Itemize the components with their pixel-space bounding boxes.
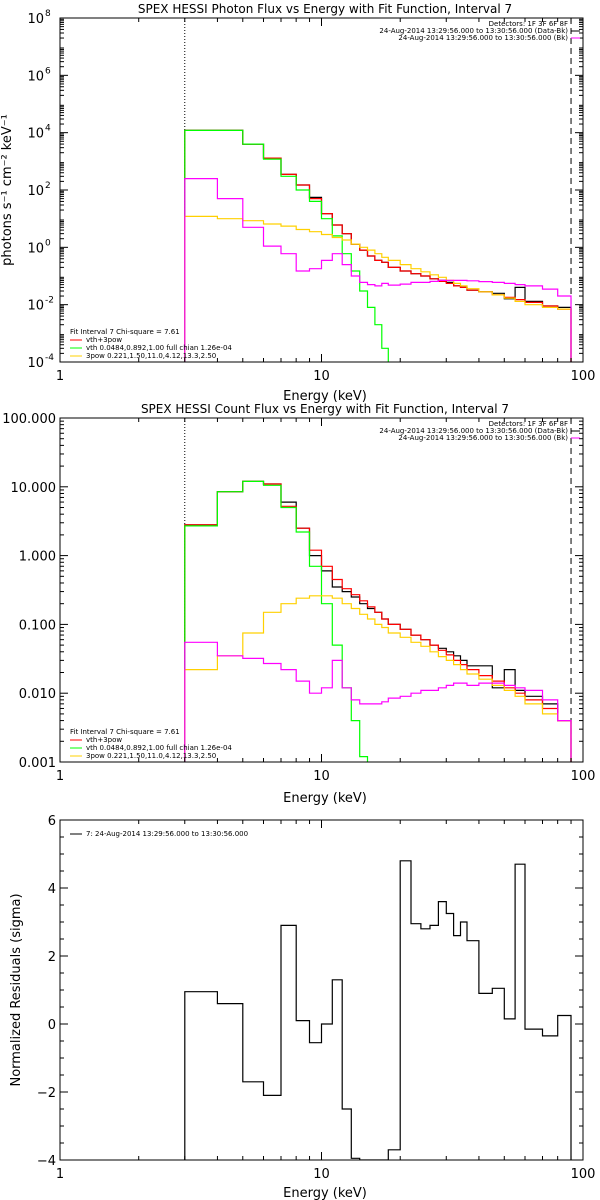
- residuals-x-axis-label: Energy (keV): [283, 1186, 367, 1200]
- x-tick-label: 10: [313, 369, 330, 384]
- series-histogram-line: [184, 860, 572, 1160]
- y-tick-label: 10: [27, 299, 44, 314]
- y-tick-exponent: 2: [45, 181, 51, 191]
- y-tick-label: 0.001: [19, 756, 56, 771]
- photon-flux-x-axis-label: Energy (keV): [283, 389, 367, 404]
- photon-flux-title: SPEX HESSI Photon Flux vs Energy with Fi…: [138, 2, 512, 16]
- series-histogram-line: [184, 129, 389, 362]
- legend-entry: 24-Aug-2014 13:29:56.000 to 13:30:56.000…: [379, 427, 568, 435]
- legend-entry: Fit Interval 7 Chi-square = 7.61: [70, 728, 180, 736]
- y-tick-label: 6: [48, 814, 56, 829]
- legend-entry: vth 0.0484,0.892,1.00 full chian 1.26e-0…: [86, 344, 232, 352]
- y-tick-exponent: 8: [45, 9, 51, 19]
- x-tick-label: 10: [313, 1167, 330, 1182]
- y-tick-exponent: -2: [45, 296, 54, 306]
- y-tick-label: 10: [27, 241, 44, 256]
- y-tick-label: 10: [27, 127, 44, 142]
- residuals-panel: Energy (keV) Normalized Residuals (sigma…: [9, 814, 595, 1200]
- legend-entry: 24-Aug-2014 13:29:56.000 to 13:30:56.000…: [398, 34, 568, 42]
- legend-entry: 3pow 0.221,1.50,11.0,4.12,13.3,2.50: [86, 352, 216, 360]
- x-tick-label: 100: [571, 369, 596, 384]
- photon-flux-y-axis-label: photons s⁻¹ cm⁻² keV⁻¹: [0, 114, 15, 266]
- legend-entry: Fit Interval 7 Chi-square = 7.61: [70, 328, 180, 336]
- x-tick-label: 100: [571, 1167, 596, 1182]
- y-tick-label: 2: [48, 950, 56, 965]
- y-tick-label: 10.000: [11, 481, 57, 496]
- plot-area: [184, 418, 572, 762]
- y-tick-exponent: -4: [45, 353, 54, 363]
- photon-flux-panel: SPEX HESSI Photon Flux vs Energy with Fi…: [0, 2, 596, 404]
- y-tick-label: 0: [48, 1018, 56, 1033]
- series-histogram-line: [184, 641, 572, 762]
- legend-entry: 7: 24-Aug-2014 13:29:56.000 to 13:30:56.…: [86, 830, 248, 838]
- legend-entry: 24-Aug-2014 13:29:56.000 to 13:30:56.000…: [398, 434, 568, 442]
- y-tick-exponent: 6: [45, 66, 51, 76]
- y-tick-label: 0.100: [19, 618, 56, 633]
- series-histogram-line: [184, 215, 572, 362]
- y-tick-label: 10: [27, 69, 44, 84]
- legend-entry: vth 0.0484,0.892,1.00 full chian 1.26e-0…: [86, 744, 232, 752]
- plot-frame: [59, 17, 584, 363]
- plot-area: [184, 860, 572, 1160]
- legend-entry: vth+3pow: [86, 736, 122, 744]
- legend-entry: vth+3pow: [86, 336, 122, 344]
- y-tick-exponent: 0: [45, 238, 51, 248]
- legend-entry: Detectors: 1F 3F 6F 8F: [489, 20, 568, 28]
- y-tick-label: −4: [37, 1154, 56, 1169]
- x-tick-label: 1: [56, 369, 64, 384]
- y-tick-label: 1.000: [19, 550, 56, 565]
- y-tick-label: 10: [27, 12, 44, 27]
- y-tick-exponent: 4: [45, 124, 51, 134]
- series-histogram-line: [184, 480, 369, 762]
- x-tick-label: 1: [56, 769, 64, 784]
- series-histogram-line: [184, 129, 572, 362]
- series-histogram-line: [184, 595, 572, 762]
- y-tick-label: −2: [37, 1086, 56, 1101]
- x-tick-label: 10: [313, 769, 330, 784]
- count-flux-x-axis-label: Energy (keV): [283, 791, 367, 806]
- series-histogram-line: [184, 178, 572, 362]
- residuals-y-axis-label: Normalized Residuals (sigma): [9, 893, 24, 1086]
- y-tick-label: 0.010: [19, 687, 56, 702]
- y-tick-label: 100.000: [2, 412, 56, 427]
- x-tick-label: 1: [56, 1167, 64, 1182]
- y-tick-label: 4: [48, 882, 56, 897]
- count-flux-panel: SPEX HESSI Count Flux vs Energy with Fit…: [2, 402, 596, 806]
- y-tick-label: 10: [27, 184, 44, 199]
- series-histogram-line: [184, 129, 572, 362]
- x-tick-label: 100: [571, 769, 596, 784]
- plot-area: [184, 18, 572, 362]
- legend-entry: 3pow 0.221,1.50,11.0,4.12,13.3,2.50: [86, 752, 216, 760]
- count-flux-title: SPEX HESSI Count Flux vs Energy with Fit…: [141, 402, 509, 416]
- y-tick-label: 10: [27, 356, 44, 371]
- legend-entry: 24-Aug-2014 13:29:56.000 to 13:30:56.000…: [379, 27, 568, 35]
- legend-entry: Detectors: 1F 3F 6F 8F: [489, 420, 568, 428]
